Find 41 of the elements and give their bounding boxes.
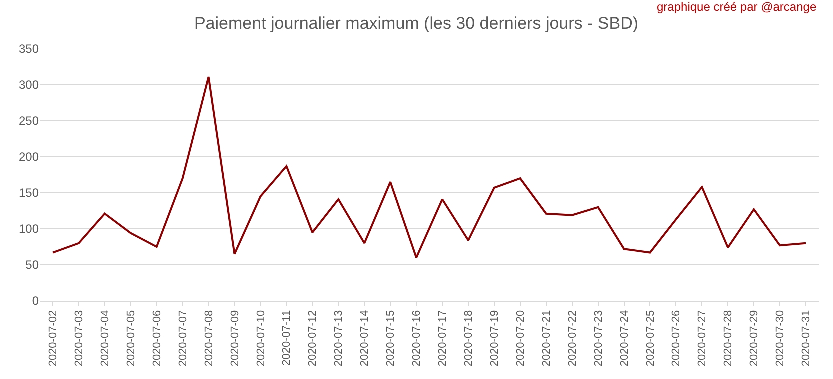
x-tick-label: 2020-07-07 <box>177 310 190 367</box>
y-tick-label: 300 <box>18 78 40 92</box>
x-tick-label: 2020-07-29 <box>748 310 761 367</box>
x-tick-label: 2020-07-30 <box>774 310 787 367</box>
x-tick-label: 2020-07-31 <box>800 310 813 367</box>
x-tick-label: 2020-07-27 <box>696 310 709 367</box>
x-tick-label: 2020-07-03 <box>74 310 86 367</box>
x-tick-label: 2020-07-08 <box>203 310 216 367</box>
x-tick-label: 2020-07-16 <box>411 310 424 367</box>
x-tick-label: 2020-07-10 <box>255 310 268 367</box>
x-tick-label: 2020-07-06 <box>151 310 164 367</box>
x-tick-label: 2020-07-28 <box>722 310 735 367</box>
x-tick-label: 2020-07-19 <box>488 310 501 367</box>
x-tick-label: 2020-07-21 <box>540 310 553 367</box>
y-tick-label: 250 <box>18 114 40 128</box>
text: graphique créé par @arcange <box>657 0 817 14</box>
x-tick-label: 2020-07-20 <box>514 310 527 367</box>
x-tick-label: 2020-07-24 <box>618 310 631 367</box>
y-tick-label: 100 <box>18 222 40 236</box>
x-tick-label: 2020-07-15 <box>385 310 398 367</box>
x-tick-label: 2020-07-17 <box>437 310 450 367</box>
x-tick-label: 2020-07-05 <box>125 310 138 367</box>
x-tick-label: 2020-07-04 <box>99 310 112 367</box>
x-tick-label: 2020-07-22 <box>566 310 579 367</box>
x-tick-label: 2020-07-14 <box>359 310 372 367</box>
y-tick-label: 150 <box>18 186 40 200</box>
y-tick-label: 50 <box>26 258 40 272</box>
x-tick-label: 2020-07-02 <box>48 310 60 367</box>
chart-title: Paiement journalier maximum (les 30 derniers jours - SBD) <box>194 14 639 33</box>
x-tick-label: 2020-07-09 <box>229 310 242 367</box>
y-tick-label: 0 <box>32 294 40 308</box>
x-tick-label: 2020-07-13 <box>333 310 346 367</box>
y-tick-label: 350 <box>18 42 40 56</box>
line-series <box>52 76 808 259</box>
x-tick-label: 2020-07-11 <box>281 310 294 366</box>
x-tick-label: 2020-07-18 <box>463 310 476 367</box>
x-tick-label: 2020-07-23 <box>592 310 605 367</box>
x-tick-label: 2020-07-26 <box>670 310 683 367</box>
x-tick-label: 2020-07-25 <box>644 310 657 367</box>
y-tick-label: 200 <box>18 150 40 164</box>
x-tick-label: 2020-07-12 <box>307 310 320 367</box>
